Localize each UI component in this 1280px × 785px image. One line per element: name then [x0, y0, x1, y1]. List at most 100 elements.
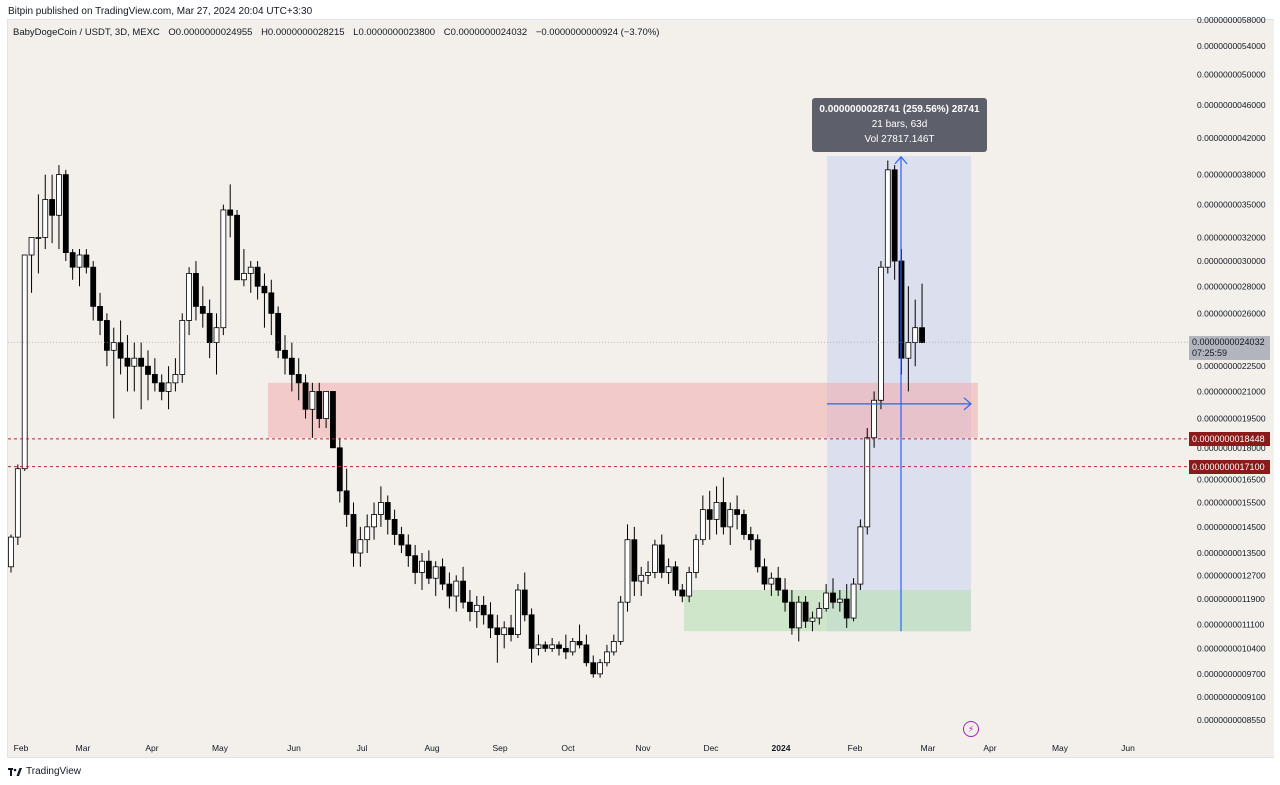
x-tick-label: Feb [14, 743, 29, 753]
candle-down [145, 365, 151, 375]
candle-down [49, 199, 55, 216]
candle-up [617, 601, 624, 642]
candle-down [631, 539, 638, 582]
candle-up [836, 598, 843, 603]
candle-down [90, 266, 97, 307]
candle-up [878, 266, 884, 401]
candle-up [823, 592, 830, 609]
candle-down [117, 342, 124, 359]
candle-down [261, 285, 268, 294]
candle-up [371, 514, 377, 528]
candle-down [227, 209, 234, 216]
y-tick-label: 0.0000000050000 [1197, 69, 1266, 79]
publisher-header: Bitpin published on TradingView.com, Mar… [8, 6, 313, 17]
y-tick-label: 0.0000000022500 [1197, 361, 1266, 371]
candle-down [576, 641, 583, 646]
measure-tooltip: 0.0000000028741 (259.56%) 28741 21 bars,… [812, 98, 987, 152]
legend-open: O0.0000000024955 [168, 27, 253, 38]
candle-up [473, 604, 480, 613]
candle-down [556, 644, 562, 649]
candle-up [795, 601, 802, 629]
y-tick-label: 0.0000000030000 [1197, 256, 1266, 266]
candle-down [734, 509, 740, 515]
legend-low: L0.0000000023800 [353, 27, 436, 38]
candle-down [151, 374, 158, 384]
candle-down [562, 647, 569, 653]
current-price-tag: 0.0000000024032 07:25:59 [1189, 336, 1270, 360]
x-tick-label: Sep [492, 743, 507, 753]
candles-layer [8, 160, 925, 678]
price-axis[interactable] [1188, 20, 1274, 757]
y-tick-label: 0.0000000032000 [1197, 232, 1266, 242]
candle-up [624, 539, 631, 603]
x-tick-label: Aug [424, 743, 439, 753]
candle-down [336, 447, 343, 492]
candle-down [528, 614, 535, 649]
measure-arrowhead-up [894, 155, 908, 165]
candle-down [302, 382, 309, 410]
candle-down [343, 490, 350, 515]
candle-up [179, 320, 186, 375]
candle-down [494, 627, 501, 635]
candle-up [515, 589, 521, 635]
candle-down [720, 502, 727, 528]
candle-down [747, 534, 754, 541]
candle-down [316, 391, 323, 419]
candle-down [254, 266, 261, 287]
candle-down [83, 254, 90, 268]
legend-close: C0.0000000024032 [443, 27, 528, 38]
candle-down [350, 514, 357, 554]
candle-up [309, 391, 316, 410]
y-tick-label: 0.0000000019500 [1197, 414, 1266, 424]
candle-down [672, 566, 679, 591]
candle-up [604, 651, 610, 664]
y-tick-label: 0.0000000009100 [1197, 692, 1266, 702]
candle-down [782, 589, 788, 603]
candle-up [186, 273, 193, 321]
y-tick-label: 0.0000000054000 [1197, 41, 1266, 51]
candle-down [206, 312, 213, 344]
x-tick-label: Nov [635, 743, 651, 753]
candle-down [679, 589, 686, 597]
candle-down [891, 169, 898, 262]
candle-up [727, 509, 734, 528]
candle-down [405, 544, 412, 557]
candle-up [21, 254, 28, 470]
price-pane[interactable] [8, 20, 1188, 738]
level-tag-upper: 0.0000000018448 [1189, 431, 1270, 446]
candle-down [138, 357, 145, 367]
candle-up [569, 641, 576, 653]
symbol-legend: BabyDogeCoin / USDT, 3D, MEXC O0.0000000… [13, 27, 665, 38]
candle-up [240, 273, 247, 281]
candle-down [275, 312, 282, 351]
candle-up [432, 566, 439, 579]
time-axis[interactable] [8, 738, 1188, 757]
candle-up [8, 536, 14, 568]
candle-up [364, 526, 371, 541]
candle-down [590, 662, 597, 675]
lightning-icon[interactable]: ⚡ [963, 721, 979, 737]
x-tick-label: Dec [703, 743, 719, 753]
candle-up [501, 627, 508, 635]
x-tick-label: Apr [983, 743, 996, 753]
tradingview-brand[interactable]: TradingView [8, 766, 81, 777]
zones-layer [268, 155, 978, 632]
tradingview-logo-icon [8, 767, 22, 776]
candle-down [398, 534, 405, 546]
candle-up [213, 327, 220, 344]
candle-down [193, 273, 199, 307]
candle-down [467, 601, 473, 613]
y-tick-label: 0.0000000018000 [1197, 443, 1266, 453]
candle-up [699, 509, 706, 541]
candle-down [282, 349, 288, 359]
candle-up [357, 539, 364, 554]
candle-up [35, 237, 42, 239]
legend-symbol[interactable]: BabyDogeCoin / USDT, 3D, MEXC [13, 27, 160, 38]
candle-up [597, 662, 603, 675]
candle-down [521, 589, 528, 616]
measure-bars: 21 bars, 63d [871, 119, 928, 130]
candle-down [480, 604, 487, 616]
candle-up [453, 580, 460, 597]
y-tick-label: 0.0000000046000 [1197, 100, 1266, 110]
